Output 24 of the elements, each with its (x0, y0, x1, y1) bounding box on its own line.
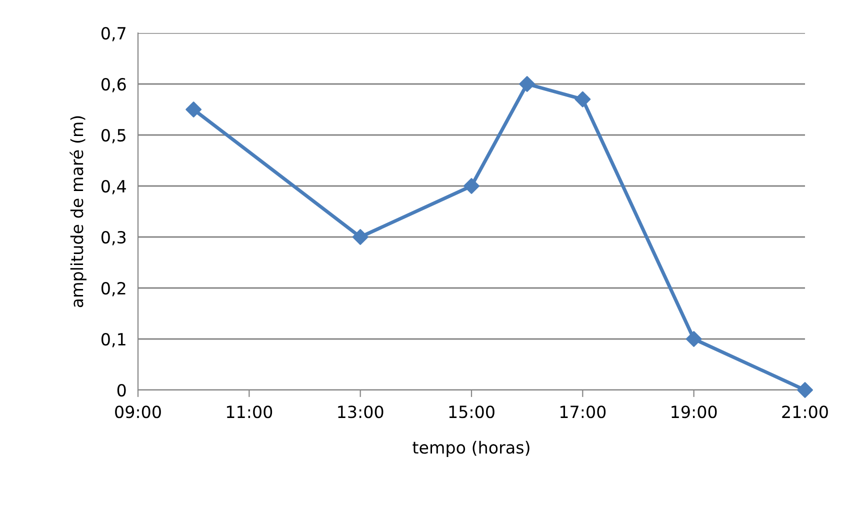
point (574, 91, 591, 108)
point (352, 229, 368, 245)
y-tick-label: 0 (117, 384, 126, 397)
point (797, 382, 813, 398)
point (519, 76, 536, 92)
y-tick-label: 0,6 (101, 78, 126, 92)
x-axis-title: tempo (horas) (412, 440, 530, 457)
x-tick-label: 13:00 (338, 406, 384, 418)
x-tick-label: 09:00 (115, 406, 161, 418)
point (464, 178, 480, 194)
y-tick-label: 0,1 (101, 332, 126, 348)
x-tick-label: 21:00 (782, 406, 828, 418)
y-tick-label: 0,4 (101, 180, 126, 194)
y-tick-label: 0,7 (101, 26, 126, 42)
point (186, 102, 202, 118)
x-tick-label: 11:00 (226, 406, 272, 418)
y-tick-label: 0,5 (101, 128, 126, 144)
x-tick-label: 19:00 (672, 406, 717, 418)
y-tick-label: 0,3 (101, 230, 126, 246)
y-axis-title: amplitude de maré (m) (70, 116, 86, 308)
y-tick-label: 0,2 (101, 282, 126, 296)
x-tick-label: 17:00 (560, 406, 606, 418)
x-tick-label: 15:00 (449, 406, 494, 418)
point (686, 331, 702, 347)
